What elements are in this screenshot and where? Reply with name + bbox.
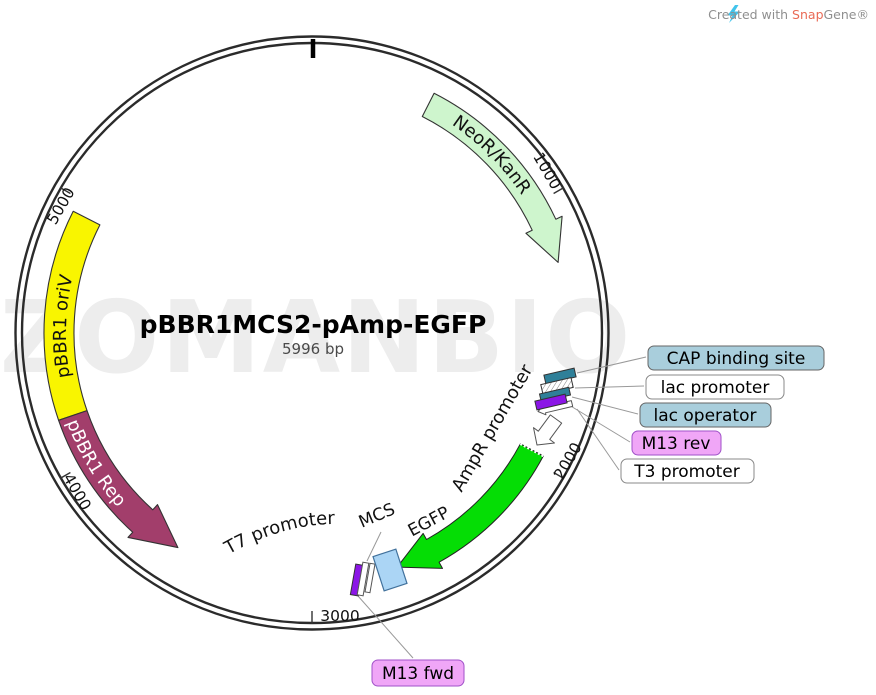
tick-label-3000: 3000 xyxy=(320,607,359,625)
plasmid-size: 5996 bp xyxy=(282,340,344,358)
tick-mark-4000 xyxy=(59,471,71,480)
callout-m13-fwd-box xyxy=(371,659,465,687)
watermark-text: ZOMANBIO xyxy=(0,279,632,396)
plasmid-title: pBBR1MCS2-pAmp-EGFP xyxy=(140,310,487,339)
leader-m13-fwd xyxy=(357,595,414,659)
tick-marks xyxy=(59,186,565,624)
feature-mcs-label: MCS xyxy=(356,499,398,532)
attribution-brand-red: Snap xyxy=(792,7,824,22)
snapgene-attribution-text: Created with SnapGene® xyxy=(708,7,869,22)
feature-m13-rev-box[interactable] xyxy=(534,393,568,411)
callout-cap-binding-site-text: CAP binding site xyxy=(667,349,806,369)
feature-ampr-promoter-arrow[interactable] xyxy=(533,414,563,446)
feature-t7-promoter-label: T7 promoter xyxy=(220,508,335,559)
tick-mark-2000 xyxy=(553,471,565,480)
leader-t3-promoter xyxy=(576,408,620,471)
leader-m13-rev xyxy=(568,404,631,443)
leader-mcs xyxy=(366,531,382,562)
tick-mark-5000 xyxy=(59,186,71,195)
leader-cap-binding-site xyxy=(576,356,647,374)
callout-lac-operator[interactable]: lac operator xyxy=(639,402,772,428)
snapgene-logo-icon xyxy=(727,5,740,23)
outer-ring xyxy=(14,35,610,631)
callout-m13-fwd[interactable]: M13 fwd xyxy=(371,659,465,687)
feature-egfp-hatched-end xyxy=(519,442,544,458)
tick-mark-1000 xyxy=(553,186,565,195)
feature-pbbr1-rep-arrow[interactable] xyxy=(58,410,179,549)
callout-lac-promoter[interactable]: lac promoter xyxy=(645,374,785,400)
callout-cap-binding-site-box xyxy=(647,345,825,371)
callout-lac-operator-text: lac operator xyxy=(653,406,756,426)
feature-t7-promoter-boxes[interactable] xyxy=(356,561,376,597)
callout-lac-promoter-text: lac promoter xyxy=(661,378,770,398)
callout-t3-promoter-text: T3 promoter xyxy=(633,462,740,482)
snapgene-attribution: Created with SnapGene® xyxy=(708,5,869,23)
feature-t7-promoter-box[interactable] xyxy=(356,561,370,597)
callout-t3-promoter-box xyxy=(620,458,755,484)
leader-lac-promoter xyxy=(574,385,645,389)
callout-cap-binding-site[interactable]: CAP binding site xyxy=(647,345,825,371)
attribution-prefix: Created with xyxy=(708,7,792,22)
feature-t7-promoter-box-2[interactable] xyxy=(364,562,376,594)
attribution-brand-gray: Gene® xyxy=(824,7,870,22)
callout-m13-rev-box xyxy=(631,430,722,456)
callout-lac-promoter-box xyxy=(645,374,785,400)
callout-t3-promoter[interactable]: T3 promoter xyxy=(620,458,755,484)
feature-neor-kanr-arrow[interactable] xyxy=(421,92,563,263)
feature-mcs-box[interactable] xyxy=(372,548,408,592)
callout-lac-operator-box xyxy=(639,402,772,428)
callout-m13-fwd-text: M13 fwd xyxy=(382,664,454,684)
callout-m13-rev[interactable]: M13 rev xyxy=(631,430,722,456)
callout-m13-rev-text: M13 rev xyxy=(642,434,711,454)
leader-lac-operator xyxy=(571,396,639,415)
